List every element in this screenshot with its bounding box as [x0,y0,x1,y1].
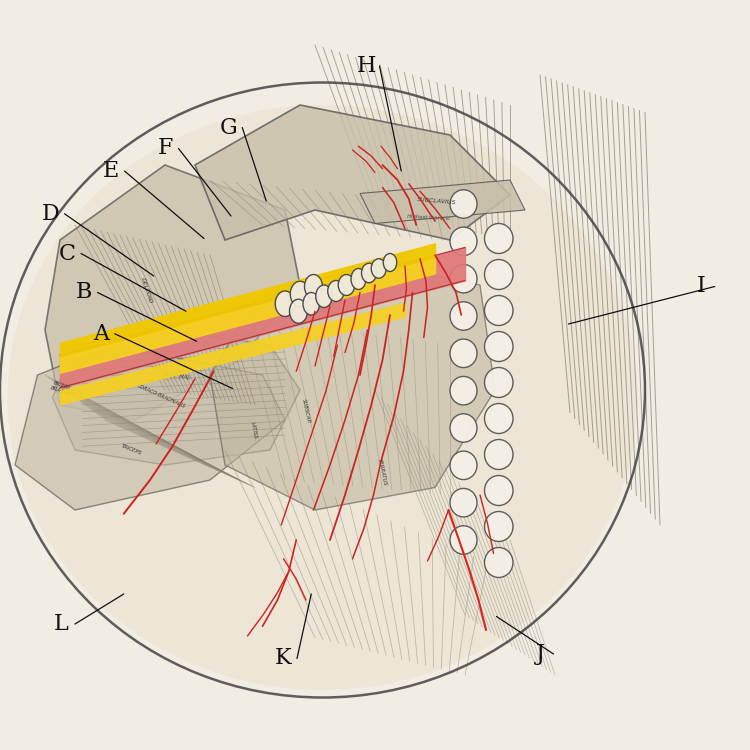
Ellipse shape [450,227,477,256]
Ellipse shape [383,254,397,272]
Ellipse shape [303,292,320,315]
Ellipse shape [304,274,322,298]
Text: K: K [275,647,292,670]
Ellipse shape [450,376,477,405]
Text: SERRATUS: SERRATUS [377,458,388,487]
Ellipse shape [484,548,513,578]
Text: C: C [59,242,76,265]
Ellipse shape [351,268,366,290]
Ellipse shape [450,339,477,368]
Text: J: J [536,643,544,665]
Ellipse shape [484,440,513,470]
Text: Highest thoracic: Highest thoracic [407,214,451,221]
Text: DELTOID: DELTOID [140,278,153,304]
Text: LATISS.: LATISS. [250,422,257,441]
Ellipse shape [290,281,310,307]
Ellipse shape [484,368,513,398]
Polygon shape [15,345,285,510]
Ellipse shape [290,299,308,323]
Ellipse shape [484,260,513,290]
Ellipse shape [484,476,513,506]
Ellipse shape [275,291,295,316]
Ellipse shape [316,285,332,308]
Ellipse shape [338,274,355,296]
Polygon shape [45,165,300,420]
Ellipse shape [484,296,513,326]
Text: TRICEPS: TRICEPS [120,443,142,457]
Text: F: F [158,137,172,160]
Ellipse shape [371,259,386,278]
Polygon shape [195,105,510,240]
Ellipse shape [484,512,513,542]
Text: G: G [220,116,238,139]
Polygon shape [360,180,525,224]
Text: D: D [42,202,60,225]
Text: I: I [697,275,706,298]
Ellipse shape [450,265,477,293]
Text: SUBCLAVIUS: SUBCLAVIUS [416,196,457,206]
Ellipse shape [450,190,477,218]
Ellipse shape [450,526,477,554]
Ellipse shape [484,404,513,433]
Text: L: L [54,613,69,635]
Text: A: A [93,322,110,345]
Text: H: H [356,55,376,77]
Text: CORACO-BRACHIALIS: CORACO-BRACHIALIS [136,383,186,409]
Text: B: B [76,281,92,304]
Ellipse shape [450,302,477,330]
Ellipse shape [362,263,376,283]
Ellipse shape [484,224,513,254]
Ellipse shape [8,105,638,690]
Text: BICEPS
BRACHII: BICEPS BRACHII [50,380,74,398]
Ellipse shape [450,451,477,479]
Polygon shape [53,330,300,465]
Text: PECT. MAJ.: PECT. MAJ. [162,373,190,380]
Ellipse shape [450,414,477,442]
Polygon shape [210,262,495,510]
Text: E: E [103,160,119,182]
Text: SUBSCAP.: SUBSCAP. [301,398,311,424]
Ellipse shape [450,488,477,517]
Ellipse shape [328,280,344,302]
Ellipse shape [484,332,513,362]
